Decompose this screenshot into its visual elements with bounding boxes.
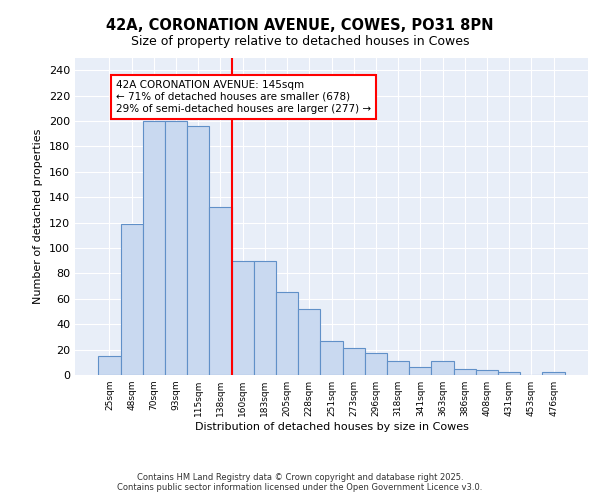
Bar [187, 126, 209, 375]
Text: 42A, CORONATION AVENUE, COWES, PO31 8PN: 42A, CORONATION AVENUE, COWES, PO31 8PN [106, 18, 494, 32]
Bar [165, 121, 187, 375]
Bar [409, 368, 431, 375]
Bar [320, 340, 343, 375]
Text: 42A CORONATION AVENUE: 145sqm
← 71% of detached houses are smaller (678)
29% of : 42A CORONATION AVENUE: 145sqm ← 71% of d… [116, 80, 371, 114]
Bar [98, 356, 121, 375]
Bar [476, 370, 498, 375]
Bar [254, 260, 276, 375]
Bar [343, 348, 365, 375]
Bar [232, 260, 254, 375]
Bar [387, 361, 409, 375]
Text: Contains HM Land Registry data © Crown copyright and database right 2025.
Contai: Contains HM Land Registry data © Crown c… [118, 473, 482, 492]
Bar [498, 372, 520, 375]
Y-axis label: Number of detached properties: Number of detached properties [34, 128, 43, 304]
Bar [431, 361, 454, 375]
Bar [121, 224, 143, 375]
Bar [365, 354, 387, 375]
Bar [298, 309, 320, 375]
X-axis label: Distribution of detached houses by size in Cowes: Distribution of detached houses by size … [194, 422, 469, 432]
Bar [454, 368, 476, 375]
Bar [209, 208, 232, 375]
Bar [542, 372, 565, 375]
Bar [276, 292, 298, 375]
Text: Size of property relative to detached houses in Cowes: Size of property relative to detached ho… [131, 35, 469, 48]
Bar [143, 121, 165, 375]
